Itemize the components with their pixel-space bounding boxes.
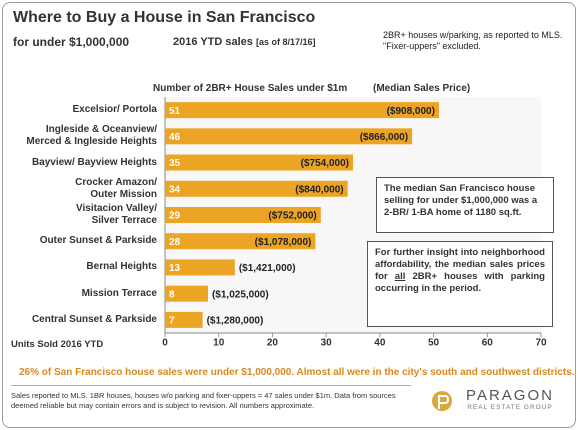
- price-header: (Median Sales Price): [373, 83, 471, 94]
- bar: [165, 311, 203, 328]
- value-label: 35: [169, 158, 181, 169]
- x-tick-label: 10: [213, 338, 225, 349]
- x-tick-label: 70: [535, 338, 547, 349]
- as-of: [as of 8/17/16]: [255, 37, 316, 47]
- price-label: ($754,000): [301, 158, 349, 169]
- category-label: Excelsior/ Portola: [72, 104, 157, 116]
- note: 2BR+ houses w/parking, as reported to ML…: [383, 30, 563, 51]
- category-label: Bayview/ Bayview Heights: [31, 156, 157, 168]
- x-axis-label: Units Sold 2016 YTD: [11, 339, 104, 350]
- bar: [165, 180, 348, 197]
- price-label: ($1,421,000): [239, 263, 296, 274]
- price-label: ($908,000): [387, 106, 435, 117]
- axis-header: Number of 2BR+ House Sales under $1m: [153, 83, 348, 94]
- period-text: 2016 YTD sales: [173, 36, 253, 48]
- category-label: Visitacion Valley/ Silver Terrace: [76, 203, 157, 226]
- logo: PARAGON REAL ESTATE GROUP: [432, 387, 565, 411]
- price-label: ($1,078,000): [255, 237, 312, 248]
- logo-tagline: REAL ESTATE GROUP: [467, 404, 553, 411]
- value-label: 8: [169, 289, 175, 300]
- price-label: ($866,000): [360, 132, 408, 143]
- bar: [165, 102, 439, 119]
- subtitle: for under $1,000,000: [13, 35, 130, 49]
- annotation-text: 2BR+ houses with parking occurring in th…: [375, 271, 545, 294]
- value-label: 34: [169, 184, 181, 195]
- price-label: ($752,000): [268, 211, 316, 222]
- bar: [165, 128, 413, 145]
- value-label: 29: [169, 211, 181, 222]
- rule: [11, 385, 411, 386]
- annotation: For further insight into neighborhood af…: [367, 241, 553, 327]
- footnote: Sales reported to MLS. 1BR houses, house…: [11, 391, 396, 410]
- value-label: 46: [169, 132, 181, 143]
- logo-name: PARAGON: [466, 387, 554, 404]
- title: Where to Buy a House in San Francisco: [13, 9, 316, 26]
- category-label: Outer Sunset & Parkside: [39, 235, 157, 247]
- bar: [165, 259, 235, 276]
- x-tick-label: 60: [482, 338, 494, 349]
- value-label: 13: [169, 263, 181, 274]
- annotation-emphasis: all: [394, 271, 406, 282]
- price-label: ($1,280,000): [207, 316, 264, 327]
- value-label: 28: [169, 237, 181, 248]
- category-label: Crocker Amazon/ Outer Mission: [75, 176, 157, 200]
- finding: 26% of San Francisco house sales were un…: [19, 367, 575, 378]
- bar: [165, 207, 321, 223]
- annotation-text: For further insight into neighborhood af…: [375, 247, 545, 282]
- price-label: ($840,000): [295, 184, 343, 195]
- category-label: Bernal Heights: [86, 261, 157, 273]
- bar: [165, 154, 353, 171]
- category-label: Mission Terrace: [81, 287, 157, 299]
- price-label: ($1,025,000): [212, 289, 269, 300]
- annotation: The median San Francisco house selling f…: [376, 177, 554, 233]
- category-label: Ingleside & Oceanview/ Merced & Inglesid…: [26, 124, 157, 148]
- logo-icon: [432, 391, 452, 411]
- value-label: 51: [169, 106, 181, 117]
- bar: [165, 233, 316, 250]
- x-tick-label: 40: [374, 338, 386, 349]
- bar: [165, 285, 208, 302]
- x-tick-label: 30: [321, 338, 333, 349]
- x-tick-label: 0: [162, 338, 168, 349]
- category-label: Central Sunset & Parkside: [31, 313, 157, 325]
- x-tick-label: 50: [428, 338, 440, 349]
- value-label: 7: [169, 316, 175, 327]
- period: 2016 YTD sales [as of 8/17/16]: [173, 36, 316, 48]
- x-tick-label: 20: [267, 338, 279, 349]
